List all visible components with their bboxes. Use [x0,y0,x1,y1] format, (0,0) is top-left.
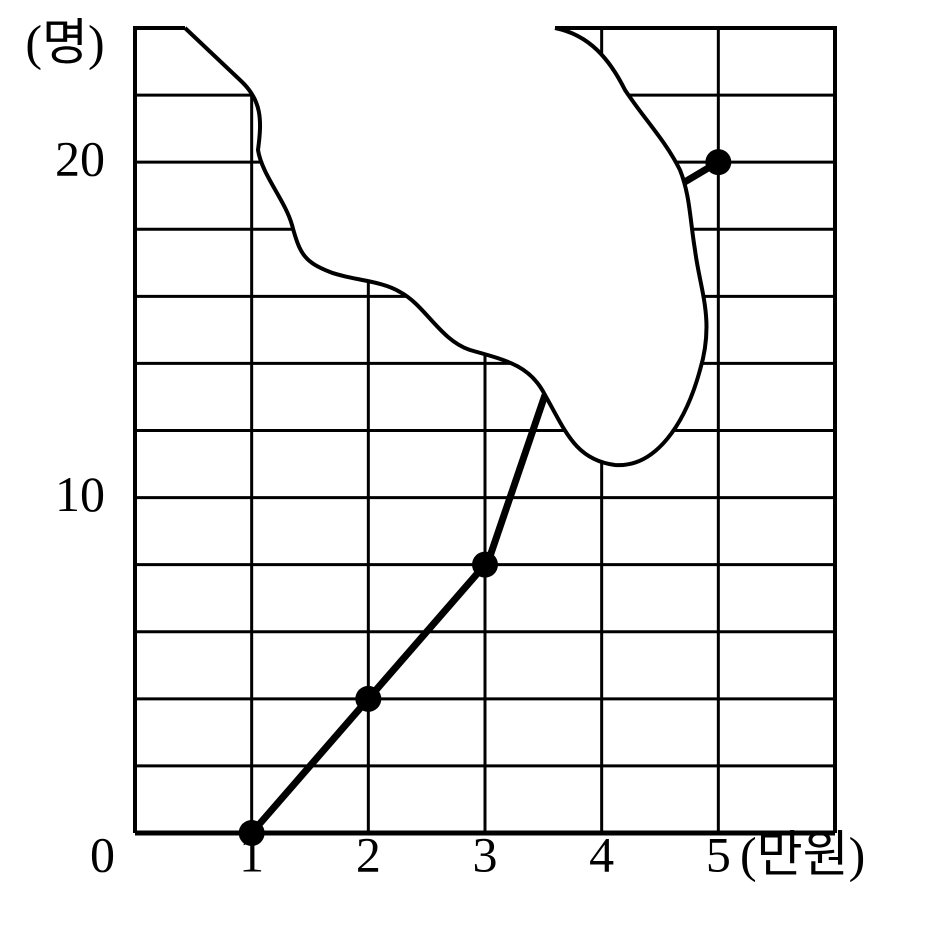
blot-fill [185,25,707,466]
x-tick-label: 5 [706,826,731,882]
x-tick-label: 2 [356,826,381,882]
y-axis-label: (명) [25,14,104,70]
x-tick-label: 4 [589,826,614,882]
y-tick-label: 20 [55,131,105,187]
x-axis-unit: (만원) [740,826,865,882]
points [238,149,732,846]
x-tick-label: 1 [239,826,264,882]
data-point [238,820,265,846]
blot-edge [183,26,709,468]
data-point [705,149,732,176]
x-tick-label: 3 [473,826,498,882]
blot [133,25,837,468]
data-point [355,685,382,712]
y-tick-label: 10 [55,466,105,522]
data-point [472,551,498,578]
x-tick-label: 0 [90,826,115,882]
hidden-segment [483,393,549,567]
